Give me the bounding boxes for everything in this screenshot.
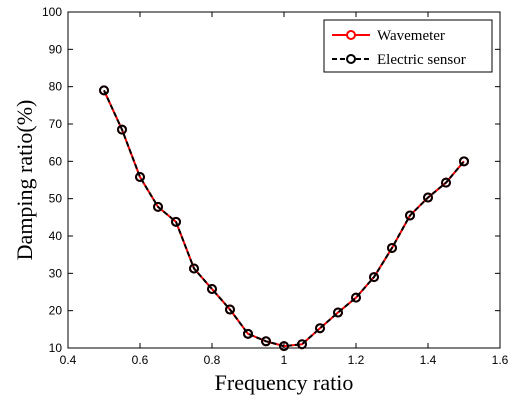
x-tick-label: 1 bbox=[281, 353, 288, 367]
y-tick-label: 50 bbox=[49, 192, 63, 206]
data-point-electric-sensor bbox=[387, 242, 397, 253]
x-tick-label: 0.6 bbox=[132, 353, 149, 367]
data-point-electric-sensor bbox=[423, 192, 433, 203]
data-point-electric-sensor bbox=[117, 124, 127, 135]
y-axis: 10 20 30 40 50 60 70 80 90 100 bbox=[42, 5, 500, 355]
legend-marker-wavemeter bbox=[346, 30, 356, 40]
data-point-electric-sensor bbox=[243, 328, 253, 339]
y-tick-label: 30 bbox=[49, 266, 63, 280]
data-point-electric-sensor bbox=[153, 201, 163, 212]
data-point-electric-sensor bbox=[135, 172, 145, 183]
data-point-electric-sensor bbox=[207, 284, 217, 295]
legend-label-wavemeter: Wavemeter bbox=[377, 28, 445, 44]
data-point-electric-sensor bbox=[315, 323, 325, 334]
x-tick-label: 0.4 bbox=[60, 353, 77, 367]
y-axis-title: Damping ratio(%) bbox=[12, 100, 37, 261]
y-tick-label: 20 bbox=[49, 304, 63, 318]
y-tick-label: 10 bbox=[49, 341, 63, 355]
data-point-electric-sensor bbox=[261, 336, 271, 347]
data-point-electric-sensor bbox=[459, 156, 469, 167]
y-tick-label: 60 bbox=[49, 154, 63, 168]
legend-label-electric-sensor: Electric sensor bbox=[377, 52, 466, 68]
series-line-electric-sensor bbox=[103, 89, 465, 348]
y-tick-label: 90 bbox=[49, 42, 63, 56]
x-axis-title: Frequency ratio bbox=[215, 370, 354, 395]
data-point-electric-sensor bbox=[171, 216, 181, 227]
data-point-electric-sensor bbox=[405, 210, 415, 221]
y-tick-label: 70 bbox=[49, 117, 63, 131]
data-point-electric-sensor bbox=[333, 307, 343, 318]
data-point-electric-sensor bbox=[297, 339, 307, 350]
x-tick-label: 1.4 bbox=[420, 353, 437, 367]
data-point-electric-sensor bbox=[189, 263, 199, 274]
data-point-electric-sensor bbox=[441, 177, 451, 188]
data-point-electric-sensor bbox=[279, 341, 289, 352]
data-point-electric-sensor bbox=[225, 304, 235, 315]
y-tick-label: 100 bbox=[42, 5, 62, 19]
y-tick-label: 40 bbox=[49, 229, 63, 243]
legend: Wavemeter Electric sensor bbox=[323, 19, 493, 73]
x-tick-label: 0.8 bbox=[204, 353, 221, 367]
series-layer bbox=[99, 85, 469, 352]
y-tick-label: 80 bbox=[49, 80, 63, 94]
data-point-electric-sensor bbox=[99, 85, 109, 96]
data-point-electric-sensor bbox=[369, 272, 379, 283]
x-axis: 0.4 0.6 0.8 1 1.2 1.4 1.6 bbox=[60, 12, 509, 367]
legend-marker-electric-sensor bbox=[346, 54, 356, 64]
x-tick-label: 1.2 bbox=[348, 353, 365, 367]
data-point-electric-sensor bbox=[351, 292, 361, 303]
x-tick-label: 1.6 bbox=[492, 353, 509, 367]
